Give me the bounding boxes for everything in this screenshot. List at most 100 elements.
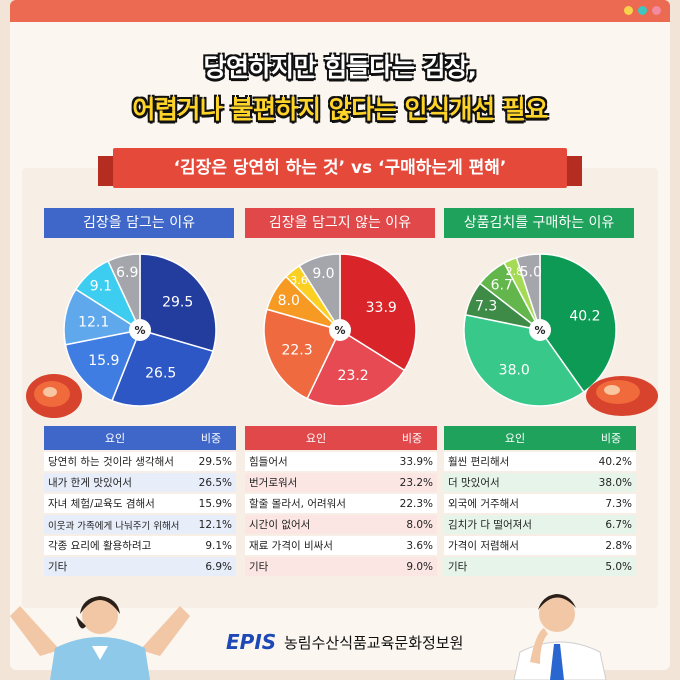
slice-value-label: 5.0 (520, 264, 542, 280)
center-percent-label: % (534, 324, 545, 337)
factor-header: 요인 (44, 426, 186, 450)
pie-slice (107, 253, 141, 331)
chart-title-1: 김장을 담그는 이유 (44, 208, 234, 238)
data-table-3: 요인 비중 훨씬 편리해서 40.2% 더 맛있어서 38.0% 외국에 거주해서 7.3… (444, 424, 636, 578)
pie-slice (111, 329, 214, 407)
factor-cell: 기타 (245, 557, 387, 576)
table-row: 외국에 거주해서 7.3% (444, 494, 636, 513)
table-row: 가격이 저렴해서 2.8% (444, 536, 636, 555)
table-row: 기타 6.9% (44, 557, 236, 576)
factor-header: 요인 (245, 426, 387, 450)
slice-value-label: 29.5 (162, 295, 193, 311)
pie-slice (263, 308, 342, 400)
title-line-1: 당연하지만 힘들다는 김장, (203, 53, 477, 82)
table-row: 내가 한게 맛있어서 26.5% (44, 473, 236, 492)
slice-value-label: 9.0 (312, 266, 334, 282)
data-table-2: 요인 비중 힘들어서 33.9% 번거로워서 23.2% 할줄 몰라서, 어려워서 22.… (245, 424, 437, 578)
share-cell: 3.6% (387, 536, 437, 555)
factor-cell: 당연히 하는 것이라 생각해서 (44, 452, 186, 471)
kimchi-icon (586, 376, 658, 416)
slice-value-label: 33.9 (366, 300, 397, 316)
factor-header: 요인 (444, 426, 586, 450)
kimchi-icon (26, 374, 82, 418)
table-row: 이웃과 가족에게 나눠주기 위해서 12.1% (44, 515, 236, 534)
share-header: 비중 (186, 426, 236, 450)
share-cell: 29.5% (186, 452, 236, 471)
pie-chart-1: 29.5 26.5 15.9 12.1 9.16.9% (63, 253, 217, 407)
factor-cell: 김치가 다 떨어져서 (444, 515, 586, 534)
center-circle (329, 319, 351, 341)
table-row: 더 맛있어서 38.0% (444, 473, 636, 492)
factor-cell: 가격이 저렴해서 (444, 536, 586, 555)
slice-value-label: 2.8 (506, 265, 523, 278)
share-cell: 7.3% (586, 494, 636, 513)
slice-value-label: 15.9 (88, 353, 119, 369)
slice-value-label: 12.1 (78, 314, 109, 330)
table-row: 재료 가격이 비싸서 3.6% (245, 536, 437, 555)
table-row: 당연히 하는 것이라 생각해서 29.5% (44, 452, 236, 471)
table-row: 훨씬 편리해서 40.2% (444, 452, 636, 471)
center-circle (529, 319, 551, 341)
share-cell: 22.3% (387, 494, 437, 513)
factor-cell: 번거로워서 (245, 473, 387, 492)
share-header: 비중 (586, 426, 636, 450)
share-header: 비중 (387, 426, 437, 450)
share-cell: 40.2% (586, 452, 636, 471)
share-cell: 6.9% (186, 557, 236, 576)
pie-chart-2: 33.9 23.2 22.3 8.0 3.6 9.0% (263, 253, 417, 407)
pie-slice (139, 253, 217, 353)
chart-title-3: 상품김치를 구매하는 이유 (444, 208, 634, 238)
slice-value-label: 6.7 (491, 278, 513, 294)
center-circle (129, 319, 151, 341)
slice-value-label: 23.2 (338, 368, 369, 384)
table-row: 기타 9.0% (245, 557, 437, 576)
organization-name: 농림수산식품교육문화정보원 (284, 634, 464, 652)
slice-value-label: 6.9 (116, 265, 138, 281)
share-cell: 9.1% (186, 536, 236, 555)
data-table-1: 요인 비중 당연히 하는 것이라 생각해서 29.5% 내가 한게 맛있어서 26.5… (44, 424, 236, 578)
share-cell: 26.5% (186, 473, 236, 492)
share-cell: 6.7% (586, 515, 636, 534)
pie-slice (64, 328, 142, 402)
pie-slice (539, 253, 617, 394)
factor-cell: 재료 가격이 비싸서 (245, 536, 387, 555)
table-row: 각종 요리에 활용하려고 9.1% (44, 536, 236, 555)
subtitle-ribbon: ‘김장은 당연히 하는 것’ vs ‘구매하는게 편해’ (113, 148, 567, 188)
pie-chart-3: 40.2 38.0 7.3 6.72.85.0% (463, 253, 617, 407)
title-line-2: 어렵거나 불편하지 않다는 인식개선 필요 (132, 95, 548, 124)
share-cell: 5.0% (586, 557, 636, 576)
factor-cell: 이웃과 가족에게 나눠주기 위해서 (44, 515, 186, 534)
table-row: 할줄 몰라서, 어려워서 22.3% (245, 494, 437, 513)
epis-logo: EPIS (226, 630, 277, 654)
factor-cell: 힘들어서 (245, 452, 387, 471)
pie-slice (463, 313, 585, 407)
teal-dot-icon (638, 6, 647, 15)
slice-value-label: 38.0 (499, 362, 530, 378)
slice-value-label: 8.0 (278, 293, 300, 309)
factor-cell: 각종 요리에 활용하려고 (44, 536, 186, 555)
table-row: 기타 5.0% (444, 557, 636, 576)
factor-cell: 외국에 거주해서 (444, 494, 586, 513)
share-cell: 38.0% (586, 473, 636, 492)
man-illustration (513, 594, 607, 680)
pie-slice (515, 253, 541, 331)
factor-cell: 할줄 몰라서, 어려워서 (245, 494, 387, 513)
share-cell: 15.9% (186, 494, 236, 513)
slice-value-label: 7.3 (475, 298, 497, 314)
yellow-dot-icon (624, 6, 633, 15)
slice-value-label: 26.5 (145, 365, 176, 381)
share-cell: 2.8% (586, 536, 636, 555)
table-row: 번거로워서 23.2% (245, 473, 437, 492)
factor-cell: 자녀 체험/교육도 겸해서 (44, 494, 186, 513)
share-cell: 12.1% (186, 515, 236, 534)
factor-cell: 더 맛있어서 (444, 473, 586, 492)
pink-dot-icon (652, 6, 661, 15)
pie-slice (298, 253, 341, 333)
share-cell: 33.9% (387, 452, 437, 471)
slice-value-label: 9.1 (90, 278, 112, 294)
table-row: 자녀 체험/교육도 겸해서 15.9% (44, 494, 236, 513)
slice-value-label: 22.3 (281, 342, 312, 358)
table-row: 시간이 없어서 8.0% (245, 515, 437, 534)
woman-illustration (10, 596, 190, 680)
factor-cell: 내가 한게 맛있어서 (44, 473, 186, 492)
